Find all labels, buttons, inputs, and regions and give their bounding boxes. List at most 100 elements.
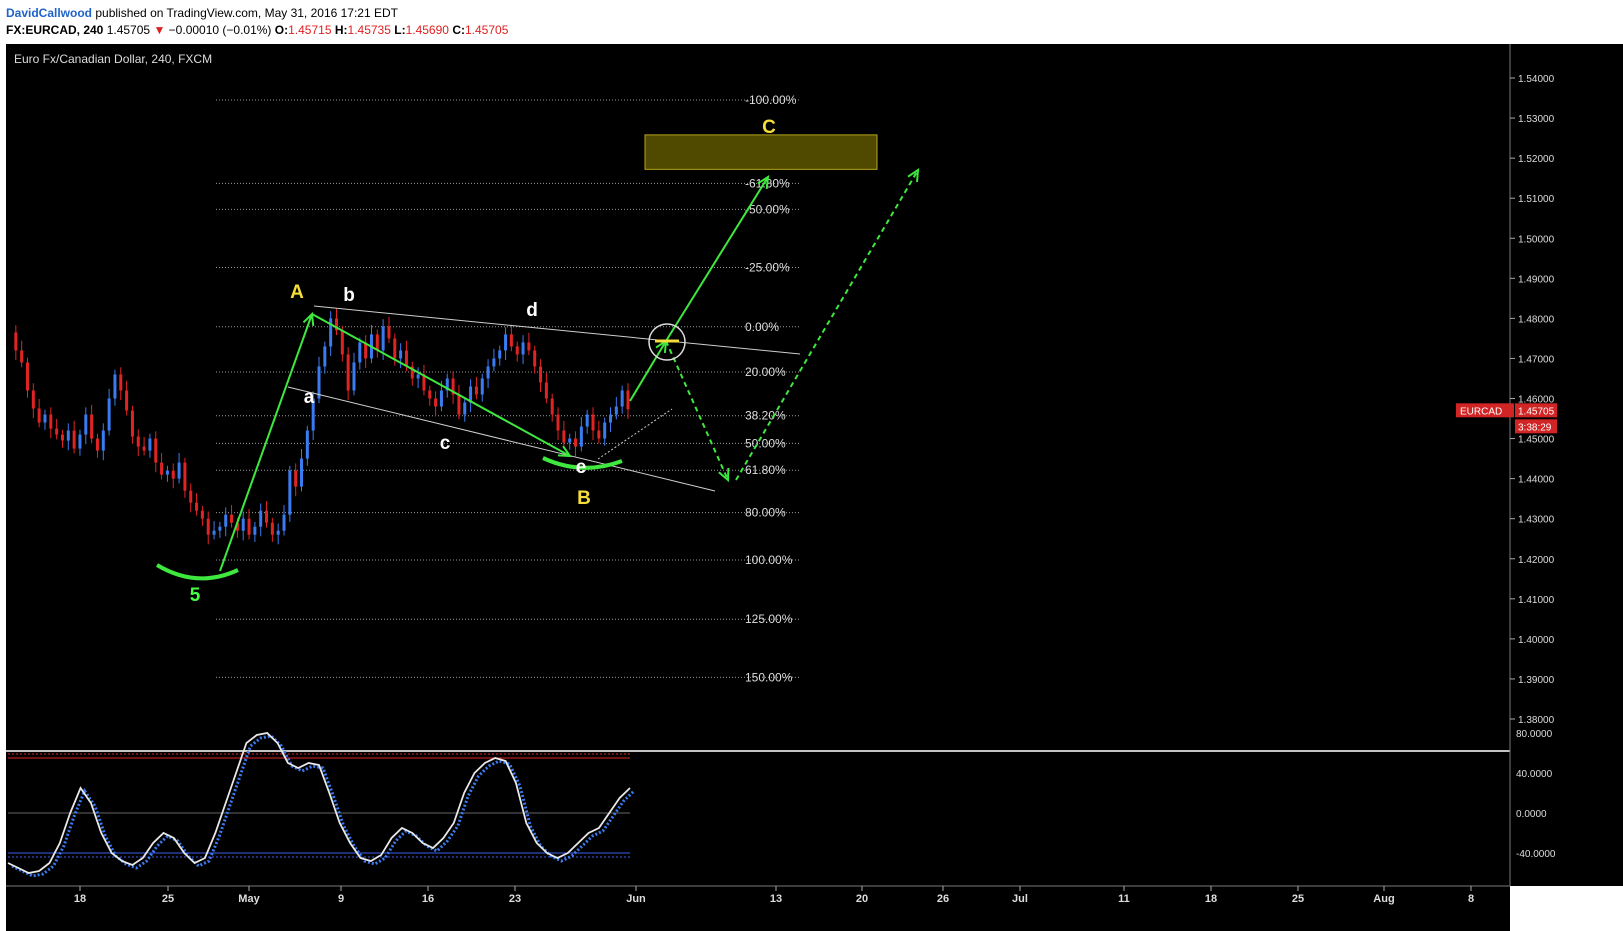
osc-tick-label: 80.0000 [1516, 729, 1553, 740]
price-change: −0.00010 (−0.01%) [168, 23, 272, 37]
price-tick-label: 1.50000 [1518, 234, 1555, 245]
minor-trend-line [597, 408, 673, 460]
price-tick-label: 1.43000 [1518, 515, 1555, 526]
wave-label-e: e [576, 457, 587, 478]
candle-body [603, 422, 607, 439]
wave-a-arrow[interactable] [219, 313, 313, 572]
time-tick-label: 23 [509, 893, 521, 905]
candle-body [183, 462, 187, 491]
target-zone-box[interactable] [644, 134, 878, 170]
breakout-arrow[interactable] [629, 340, 667, 402]
candle-body [515, 346, 519, 355]
candle-body [276, 530, 280, 535]
candle-body [212, 530, 216, 535]
candle-body [43, 414, 47, 423]
pullback-arrow[interactable] [665, 340, 729, 481]
candle-body [574, 438, 578, 447]
price-axis[interactable] [1510, 44, 1623, 886]
candle-body [20, 350, 24, 363]
candle-body [410, 366, 414, 379]
price-tick-label: 1.53000 [1518, 114, 1555, 125]
countdown-tag [1515, 419, 1557, 434]
target-arrow-head [757, 175, 770, 190]
close-value: 1.45705 [464, 23, 509, 37]
open-label: O: [274, 23, 289, 37]
target-arrow[interactable] [665, 176, 769, 342]
fib-level-label: 38.20% [745, 409, 786, 423]
candle-body [265, 510, 269, 523]
candle-body [142, 446, 146, 451]
last-price: 1.45705 [106, 23, 151, 37]
candle-body [480, 378, 484, 395]
time-axis[interactable] [6, 886, 1510, 931]
osc-tick-label: 0.0000 [1516, 809, 1547, 820]
wave-b-arrow[interactable] [311, 313, 571, 457]
candle-body [311, 398, 315, 431]
price-tick-label: 1.40000 [1518, 635, 1555, 646]
candle-body [107, 398, 111, 431]
chart-canvas[interactable]: Euro Fx/Canadian Dollar, 240, FXCM 1.540… [0, 44, 1623, 931]
wave-label-B: B [577, 488, 591, 509]
candle-body [620, 390, 624, 407]
alt-target-arrow[interactable] [735, 169, 919, 481]
candle-body [171, 470, 175, 479]
candle-body [568, 438, 572, 443]
channel-lower-line[interactable] [287, 386, 716, 492]
close-label: C: [452, 23, 465, 37]
time-tick-label: 13 [770, 893, 782, 905]
author-link[interactable]: DavidCallwood [6, 6, 93, 20]
candle-body [585, 414, 589, 427]
high-label: H: [334, 23, 348, 37]
candle-body [474, 386, 478, 395]
channel-upper-line[interactable] [313, 305, 801, 355]
wave-b-low-arc [542, 456, 623, 470]
breakout-circle[interactable] [648, 323, 686, 361]
price-tick-label: 1.48000 [1518, 314, 1555, 325]
price-tick-label: 1.51000 [1518, 194, 1555, 205]
candle-body [539, 366, 543, 383]
price-tick-label: 1.49000 [1518, 274, 1555, 285]
osc-main-line [7, 732, 631, 874]
candle-body [84, 414, 88, 435]
candle-body [78, 434, 82, 449]
candle-body [224, 514, 228, 527]
candle-body [113, 374, 117, 399]
fib-level-label: 20.00% [745, 365, 786, 379]
candle-body [597, 430, 601, 439]
time-tick-label: 20 [856, 893, 868, 905]
fib-level-label: 150.00% [745, 670, 793, 684]
candle-body [305, 430, 309, 459]
candle-body [329, 318, 333, 347]
time-tick-label: May [238, 893, 260, 905]
candle-body [591, 414, 595, 431]
candle-body [31, 390, 35, 409]
candle-body [235, 522, 239, 531]
candle-body [37, 408, 41, 423]
open-value: 1.45715 [288, 23, 332, 37]
candle-body [504, 334, 508, 351]
candle-body [521, 342, 525, 355]
candle-body [422, 374, 426, 391]
candle-body [259, 510, 263, 527]
time-tick-label: 8 [1468, 893, 1474, 905]
candle-body [375, 334, 379, 351]
candle-body [451, 378, 455, 395]
candle-body [498, 350, 502, 359]
wave-label-b: b [343, 285, 355, 306]
candle-body [463, 402, 467, 415]
candle-body [195, 502, 199, 511]
candle-body [562, 430, 566, 443]
time-tick-label: 26 [937, 893, 949, 905]
candle-body [387, 326, 391, 339]
candle-body [25, 362, 29, 391]
candle-body [609, 414, 613, 423]
price-tag [1515, 403, 1557, 418]
candle-body [469, 386, 473, 403]
fib-level-label: 100.00% [745, 553, 793, 567]
candle-body [189, 490, 193, 503]
publish-line: DavidCallwood published on TradingView.c… [6, 6, 398, 20]
wave-b-arrow-head [557, 445, 573, 458]
oscillator-pane[interactable] [6, 752, 1510, 886]
candle-body [364, 342, 368, 359]
candle-body [393, 338, 397, 359]
